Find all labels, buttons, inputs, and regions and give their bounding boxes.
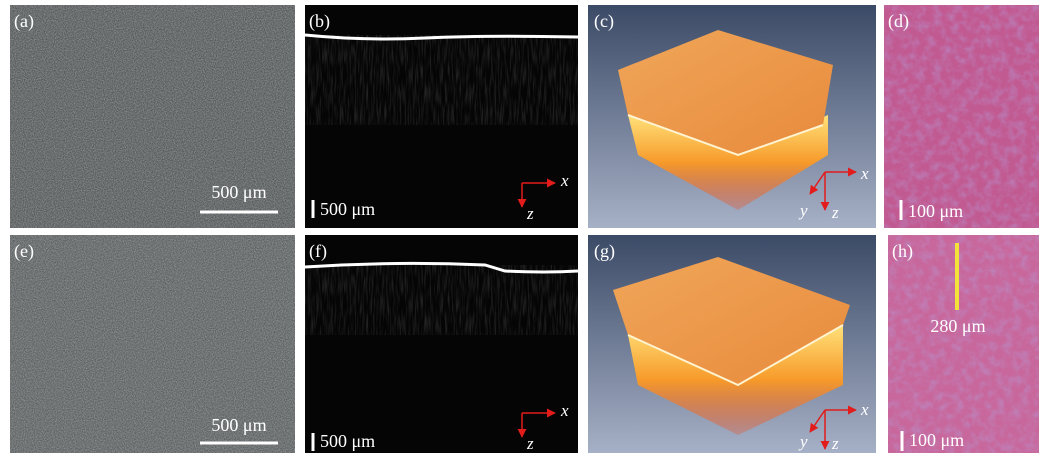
axis-label: x	[560, 401, 569, 420]
panel-label: (f)	[309, 241, 327, 262]
scale-bar-label: 500 μm	[211, 182, 266, 202]
panel-label: (a)	[14, 11, 34, 32]
scale-bar-label: 100 μm	[909, 430, 964, 450]
axis-label: y	[798, 201, 808, 220]
panel-label: (g)	[594, 241, 615, 262]
axis-label: x	[860, 400, 869, 419]
oct-texture	[305, 35, 578, 125]
axis-label: z	[526, 434, 534, 453]
axis-label: z	[831, 203, 839, 222]
panel-label: (h)	[892, 241, 913, 262]
panel-label: (c)	[594, 11, 614, 32]
figure: (a) 500 μm (b) 500 μm x z (c) x y z (d) …	[0, 0, 1039, 453]
panel-label: (d)	[888, 11, 909, 32]
histology-panel: (d) 100 μm	[884, 5, 1039, 228]
panel-label: (b)	[309, 11, 330, 32]
photo-panel: (a) 500 μm	[10, 5, 295, 228]
depth-label: 280 μm	[930, 316, 985, 336]
panel-label: (e)	[14, 241, 34, 262]
axis-label: x	[860, 164, 869, 183]
axis-label: z	[831, 434, 839, 453]
scale-bar-label: 500 μm	[211, 415, 266, 435]
axis-label: z	[526, 204, 534, 223]
render-panel: (g) x y z	[588, 235, 876, 453]
render-panel: (c) x y z	[588, 5, 876, 228]
oct-panel: (b) 500 μm x z	[305, 5, 578, 228]
scale-bar-label: 100 μm	[908, 201, 963, 221]
oct-panel: (f) 500 μm x z	[305, 235, 578, 453]
histology-texture	[884, 5, 1039, 228]
histology-panel: (h) 280 μm 100 μm	[888, 235, 1039, 453]
photo-panel: (e) 500 μm	[10, 235, 295, 453]
histology-texture	[888, 235, 1039, 453]
scale-bar-label: 500 μm	[320, 199, 375, 219]
oct-texture	[305, 265, 578, 335]
axis-label: y	[798, 432, 808, 451]
scale-bar-label: 500 μm	[320, 431, 375, 451]
axis-label: x	[560, 171, 569, 190]
